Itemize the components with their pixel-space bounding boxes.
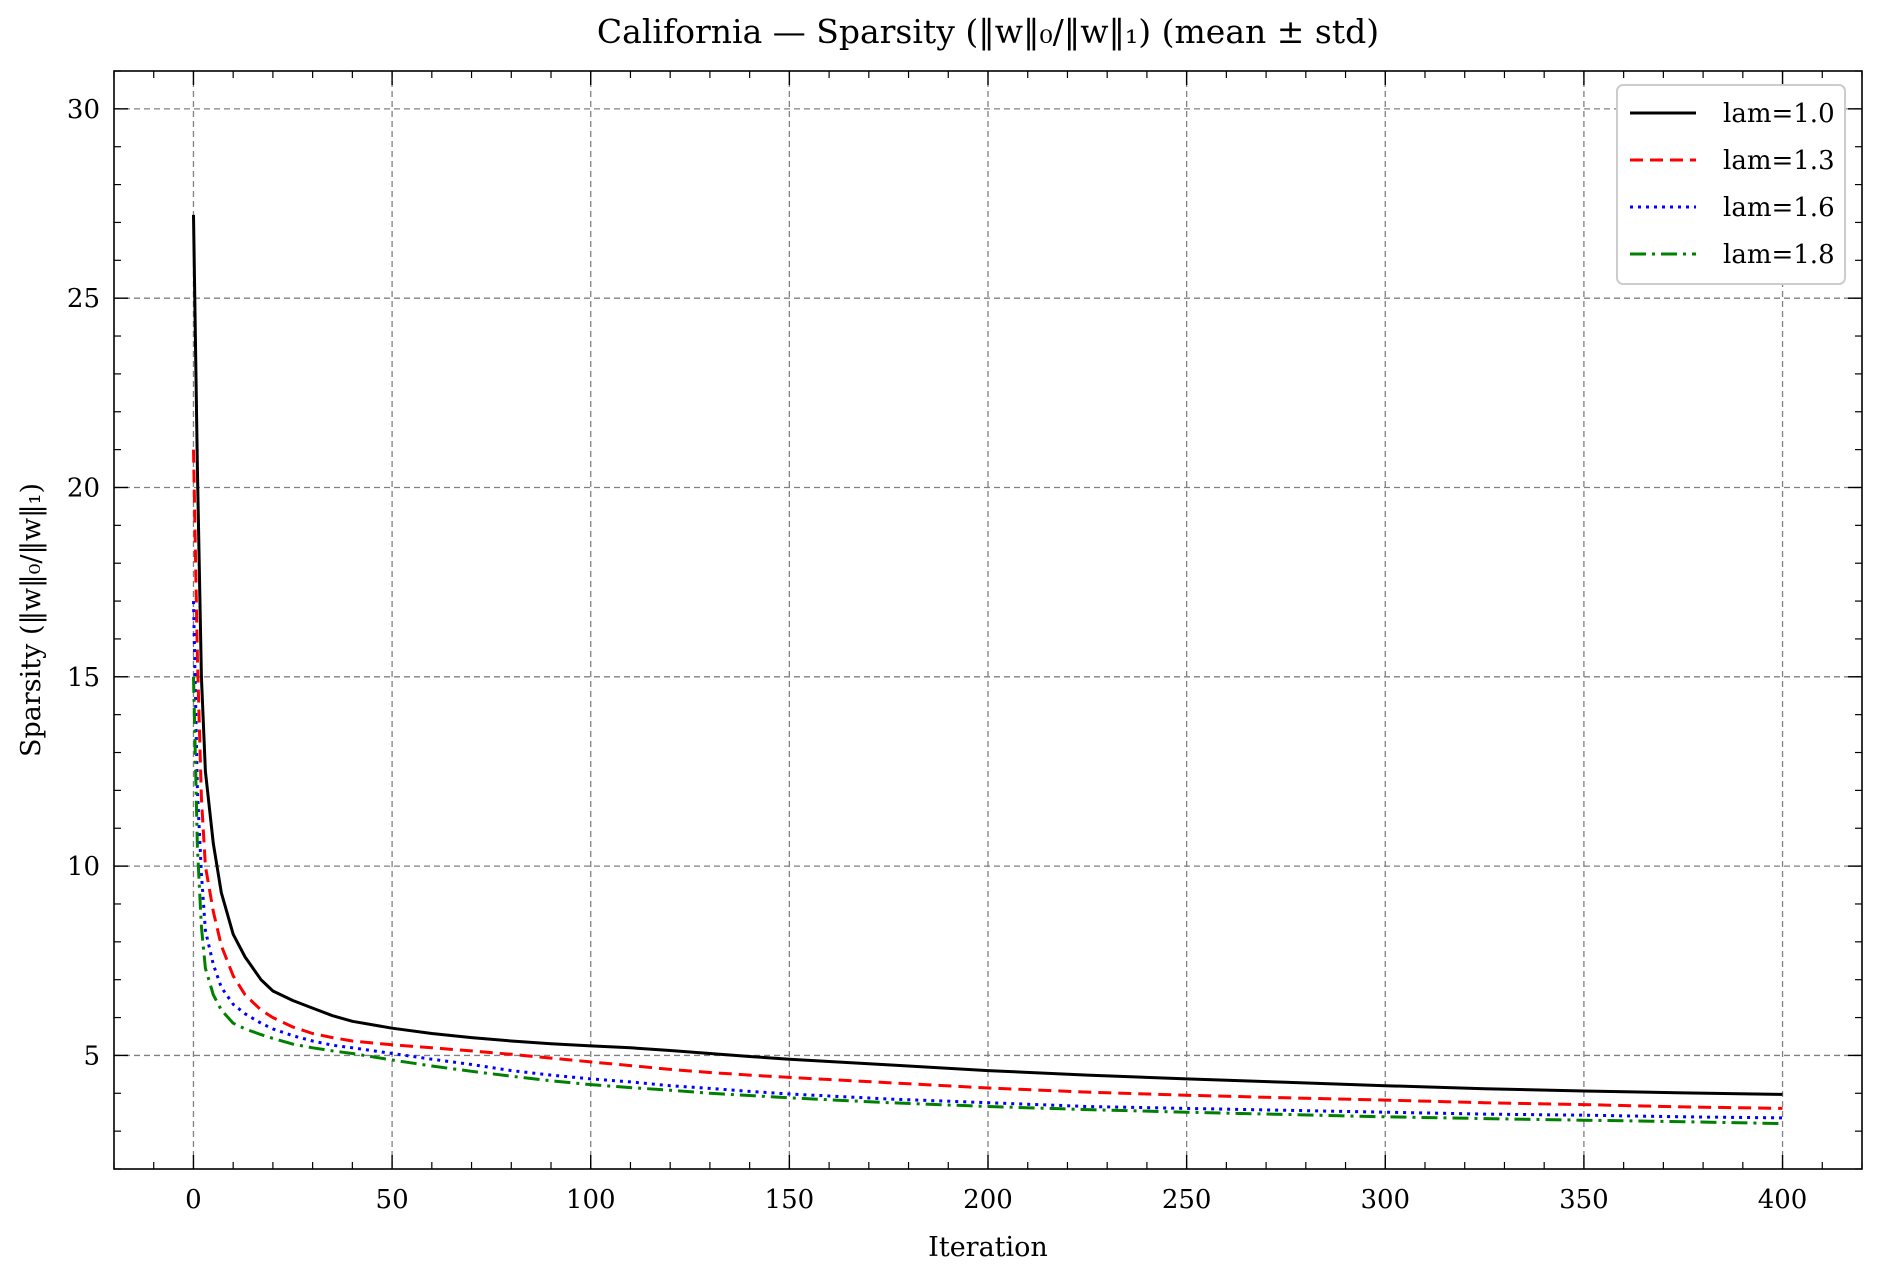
series-line-1 [192, 214, 1783, 1096]
x-tick-labels: 0 50 100 150 200 250 300 350 400 [185, 1185, 1807, 1215]
x-tick-label: 400 [1758, 1185, 1808, 1215]
y-tick-label: 20 [67, 473, 100, 503]
legend-label: lam=1.0 [1723, 99, 1835, 129]
plot-frame [113, 70, 1863, 1170]
y-tick-label: 30 [67, 95, 100, 125]
x-tick-label: 50 [376, 1185, 409, 1215]
y-tick-label: 25 [67, 284, 100, 314]
x-axis-label: Iteration [928, 1232, 1048, 1263]
legend-label: lam=1.6 [1723, 193, 1835, 223]
x-tick-label: 200 [963, 1185, 1013, 1215]
y-tick-label: 15 [67, 663, 100, 693]
x-tick-label: 100 [566, 1185, 616, 1215]
x-tick-label: 0 [185, 1185, 202, 1215]
y-tick-label: 10 [67, 852, 100, 882]
x-tick-label: 300 [1360, 1185, 1410, 1215]
legend-box [1616, 84, 1846, 285]
x-tick-label: 250 [1162, 1185, 1212, 1215]
series-line-3 [192, 601, 1783, 1120]
legend-label: lam=1.8 [1723, 240, 1835, 270]
series-line-2 [192, 449, 1783, 1110]
y-axis-label: Sparsity (‖w‖₀/‖w‖₁) [16, 483, 47, 757]
series-line-4 [192, 676, 1783, 1126]
chart-title: California — Sparsity (‖w‖₀/‖w‖₁) (mean … [597, 12, 1379, 51]
x-tick-label: 350 [1559, 1185, 1609, 1215]
major-ticks [114, 71, 1862, 1169]
legend-label: lam=1.3 [1723, 146, 1835, 176]
y-tick-label: 5 [83, 1041, 100, 1071]
series-lines [192, 214, 1783, 1126]
legend: lam=1.0 lam=1.3 lam=1.6 lam=1.8 [1616, 84, 1846, 285]
y-tick-labels: 5 10 15 20 25 30 [67, 95, 100, 1072]
x-tick-label: 150 [765, 1185, 815, 1215]
